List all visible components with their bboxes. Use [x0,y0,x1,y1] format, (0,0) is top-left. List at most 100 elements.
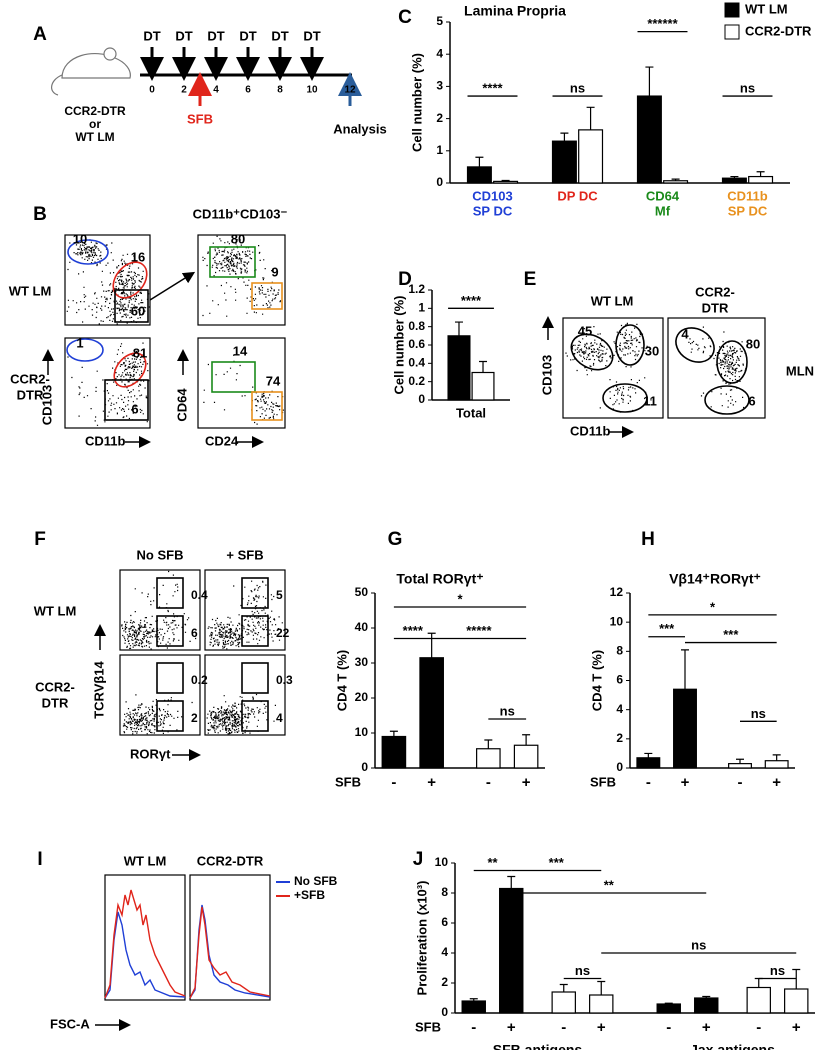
y-tick-label: 1 [436,143,443,157]
label: + SFB [226,547,263,562]
error-bar [586,106,595,130]
y-tick-label: 10 [355,725,369,739]
timeline [51,47,362,106]
x-tick-label: Mf [655,203,671,218]
label: 1 [76,335,83,350]
significance-label: ns [575,963,590,978]
dot-cloud [66,239,150,325]
error-bar [664,1002,673,1004]
label: 6 [748,393,755,408]
x-tick-label: - [391,774,396,791]
bar [419,657,444,769]
x-tick-label: - [561,1019,566,1036]
label: CD24 [205,433,239,448]
x-tick-label: CD11b [727,188,768,203]
bar [746,986,771,1014]
label: 0.4 [191,588,208,602]
y-tick-label: 40 [355,620,369,634]
x-tick-label: + [792,1019,801,1036]
y-tick-label: 10 [435,855,449,869]
gates [66,239,750,732]
panel-label: G [388,529,403,550]
y-tick-label: 0.6 [408,337,425,351]
y-tick-label: 0 [418,392,425,406]
label: 8 [277,85,283,96]
label: 80 [231,231,245,246]
y-axis-label: Cell number (%) [391,296,406,395]
significance-label: *** [659,621,675,636]
x-tick-label: + [772,774,781,791]
y-tick-label: 8 [616,644,623,658]
bar [466,166,492,184]
label: WT LM [124,853,167,868]
label: CCR2-DTR [197,853,264,868]
label: DT [239,28,256,43]
x-tick-label: - [646,774,651,791]
label: or [89,117,101,131]
error-bar [681,649,689,690]
bar [513,744,539,769]
panel-label: E [524,269,537,290]
error-bar [559,983,568,992]
legend-label: CCR2-DTR [745,23,812,38]
label: CCR2- [35,679,75,694]
error-bar [756,171,765,177]
error-bar [560,132,569,142]
error-bar [484,739,493,749]
significance-label: ** [604,877,615,892]
histogram [189,906,271,999]
label: DT [143,28,160,43]
error-bar [469,998,478,1001]
label: SFB [187,111,213,126]
label: CD103 [539,355,554,395]
error-bar [484,739,493,749]
y-tick-label: 0.2 [408,374,425,388]
bar [589,994,614,1014]
bar [656,1003,681,1014]
x-tick-label: + [681,774,690,791]
error-bar [645,66,654,97]
label: TCRVβ14 [91,660,106,718]
label: 6 [245,85,251,96]
bar [636,757,661,769]
significance-label: ** [487,855,498,870]
error-bar [671,178,680,181]
significance-label: **** [403,623,424,638]
label: 4 [213,85,219,96]
label: CD11b [570,423,611,438]
significance-label: **** [461,293,482,308]
y-tick-label: 1.2 [408,282,425,296]
x-tick-label: CD103 [472,188,512,203]
x-axis-label: SFB [590,774,616,789]
y-tick-label: 1 [418,301,425,315]
label: 81 [133,345,147,360]
label: DT [175,28,192,43]
error-bar [559,983,568,992]
y-tick-label: 4 [616,702,623,716]
error-bar [772,754,781,761]
histograms [104,889,271,999]
label: 22 [276,626,290,640]
label: 10 [306,85,318,96]
error-bar [389,730,398,737]
panel-label: H [641,529,655,550]
label: WT LM [591,293,634,308]
axis-arrows [42,271,634,1031]
label: 30 [645,343,659,358]
significance-label: ns [740,80,755,95]
label: DTR [42,695,69,710]
bar [493,180,519,184]
error-bar [702,995,711,998]
significance-label: ns [770,963,785,978]
error-bar [522,734,531,746]
x-tick-label: - [666,1019,671,1036]
error-bar [454,321,463,336]
x-tick-label: + [702,1019,711,1036]
label: WT LM [34,603,77,618]
label: 74 [266,373,281,388]
y-axis-label: Proliferation (x10³) [414,881,429,996]
bar [636,95,662,184]
label: MLN [786,363,814,378]
significance-label: ns [570,80,585,95]
